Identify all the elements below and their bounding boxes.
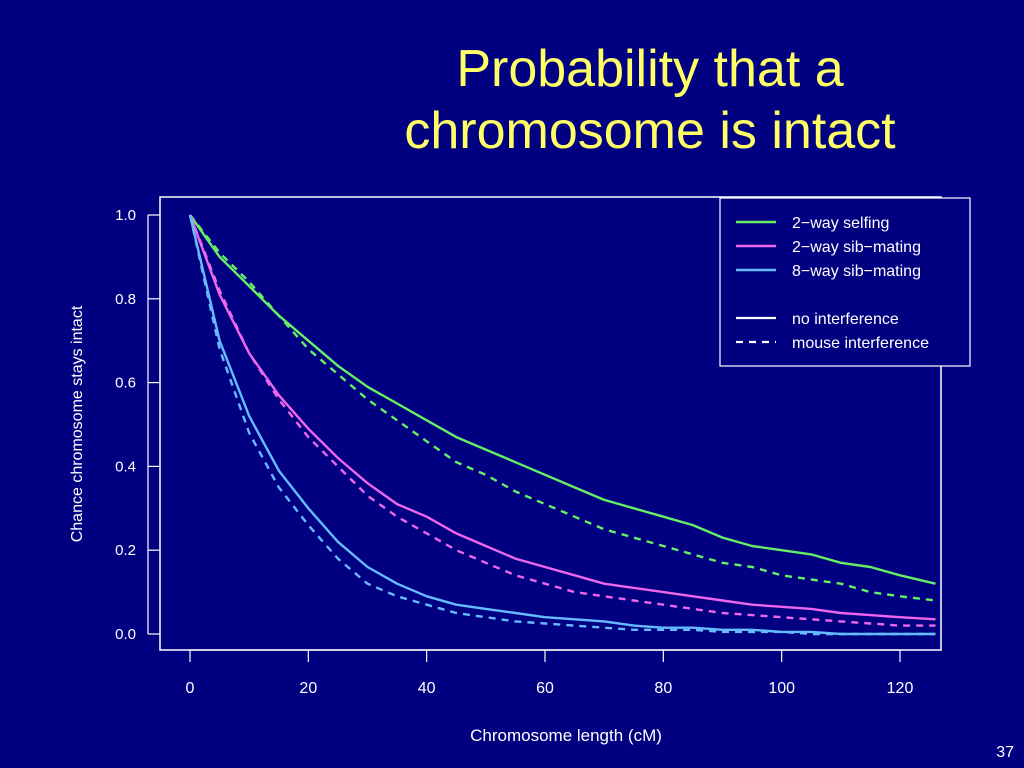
series-line-5 (188, 214, 936, 636)
legend-box (719, 197, 971, 367)
y-tick-label: 0.2 (115, 542, 136, 559)
slide-title: Probability that a chromosome is intact (300, 38, 1000, 162)
y-tick-label: 0.6 (115, 375, 136, 392)
x-tick-label: 80 (654, 680, 672, 697)
series-line-2 (189, 214, 936, 602)
series-line-6 (188, 214, 936, 636)
x-tick-label: 120 (887, 680, 914, 697)
y-axis-label: Chance chromosome stays intact (69, 305, 86, 542)
x-tick-label: 40 (418, 680, 436, 697)
x-tick-label: 100 (768, 680, 795, 697)
slide-title-line-1: Probability that a (456, 40, 844, 98)
legend-label: 2−way selfing (792, 215, 889, 232)
y-tick-label: 0.4 (115, 458, 136, 475)
legend-label: 2−way sib−mating (792, 239, 921, 256)
series-line-1 (189, 214, 936, 585)
series-line-4 (188, 214, 936, 627)
y-tick-label: 0.0 (115, 626, 136, 643)
y-tick-label: 1.0 (115, 207, 136, 224)
legend: 2−way selfing 2−way sib−mating 8−way sib−m… (719, 197, 971, 367)
x-tick-label: 60 (536, 680, 554, 697)
x-axis: 0 20 40 60 80 100 120 (186, 649, 914, 697)
x-tick-label: 0 (186, 680, 195, 697)
legend-label: no interference (792, 311, 899, 328)
legend-label: 8−way sib−mating (792, 263, 921, 280)
x-tick-label: 20 (299, 680, 317, 697)
x-axis-label: Chromosome length (cM) (470, 726, 662, 745)
y-tick-label: 0.8 (115, 291, 136, 308)
slide-title-line-2: chromosome is intact (404, 102, 896, 160)
legend-label: mouse interference (792, 335, 929, 352)
slide-number: 37 (996, 744, 1014, 761)
y-axis: 0.0 0.2 0.4 0.6 0.8 1.0 (115, 207, 160, 643)
series-line-3 (188, 214, 936, 621)
series-group (188, 214, 936, 636)
